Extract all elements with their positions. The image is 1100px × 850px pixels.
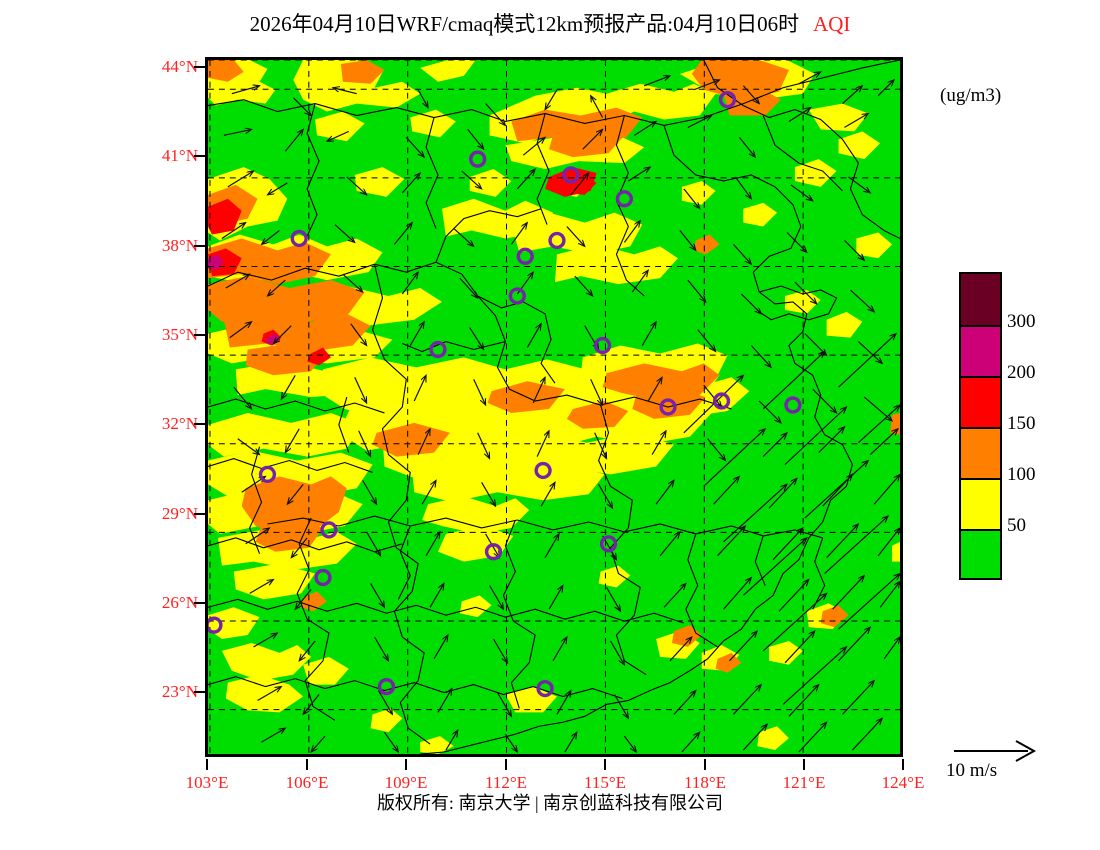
colorbar-band-150-200 <box>961 376 1000 427</box>
colorbar-tick-100: 100 <box>1007 464 1036 486</box>
x-tick-mark-109e <box>405 759 407 770</box>
x-tick-mark-106e <box>306 759 308 770</box>
x-tick-label-106e: 106°E <box>285 773 329 792</box>
map-canvas <box>208 60 900 754</box>
copyright-footer: 版权所有: 南京大学 | 南京创蓝科技有限公司 <box>376 793 724 813</box>
y-tick-mark-23n <box>194 691 205 693</box>
station-markers[interactable] <box>208 91 802 698</box>
colorbar[interactable] <box>959 272 1002 580</box>
y-tick-mark-41n <box>194 155 205 157</box>
y-tick-label-35n: 35°N <box>161 325 198 344</box>
x-tick-mark-112e <box>505 759 507 770</box>
lat-lon-gridlines <box>208 60 900 754</box>
y-tick-label-38n: 38°N <box>161 236 198 255</box>
wind-scale-key <box>950 738 1080 764</box>
y-tick-label-29n: 29°N <box>161 504 198 523</box>
y-tick-label-32n: 32°N <box>161 414 198 433</box>
y-tick-mark-44n <box>194 66 205 68</box>
colorbar-band-300plus <box>961 274 1000 325</box>
wind-scale-label: 10 m/s <box>946 760 998 781</box>
x-tick-label-103e: 103°E <box>185 773 229 792</box>
y-tick-label-41n: 41°N <box>161 146 198 165</box>
x-tick-label-109e: 109°E <box>384 773 428 792</box>
x-tick-label-118e: 118°E <box>683 773 727 792</box>
y-tick-label-23n: 23°N <box>161 682 198 701</box>
y-tick-label-44n: 44°N <box>161 57 198 76</box>
colorbar-band-100-150 <box>961 427 1000 478</box>
x-tick-mark-115e <box>604 759 606 770</box>
colorbar-tick-300: 300 <box>1007 311 1036 333</box>
wind-arrow-icon <box>954 740 1037 762</box>
colorbar-band-200-300 <box>961 325 1000 376</box>
colorbar-unit-label: (ug/m3) <box>940 85 1002 106</box>
x-tick-label-115e: 115°E <box>583 773 627 792</box>
x-tick-mark-118e <box>704 759 706 770</box>
y-tick-mark-29n <box>194 513 205 515</box>
x-tick-mark-103e <box>206 759 208 770</box>
x-tick-label-124e: 124°E <box>881 773 925 792</box>
colorbar-band-0-50 <box>961 529 1000 578</box>
x-tick-mark-124e <box>902 759 904 770</box>
colorbar-tick-200: 200 <box>1007 362 1036 384</box>
colorbar-band-50-100 <box>961 478 1000 529</box>
chart-title-main: 2026年04月10日WRF/cmaq模式12km预报产品:04月10日06时 <box>249 12 800 36</box>
y-tick-mark-26n <box>194 602 205 604</box>
y-tick-mark-35n <box>194 334 205 336</box>
chart-title-variable: AQI <box>813 12 851 36</box>
y-tick-mark-38n <box>194 245 205 247</box>
y-tick-label-26n: 26°N <box>161 593 198 612</box>
x-tick-mark-121e <box>803 759 805 770</box>
x-tick-label-112e: 112°E <box>484 773 528 792</box>
chart-title: 2026年04月10日WRF/cmaq模式12km预报产品:04月10日06时 A… <box>0 8 1100 38</box>
colorbar-tick-50: 50 <box>1007 515 1026 537</box>
y-tick-mark-32n <box>194 423 205 425</box>
forecast-map[interactable] <box>205 57 903 757</box>
x-tick-label-121e: 121°E <box>782 773 826 792</box>
colorbar-tick-150: 150 <box>1007 413 1036 435</box>
